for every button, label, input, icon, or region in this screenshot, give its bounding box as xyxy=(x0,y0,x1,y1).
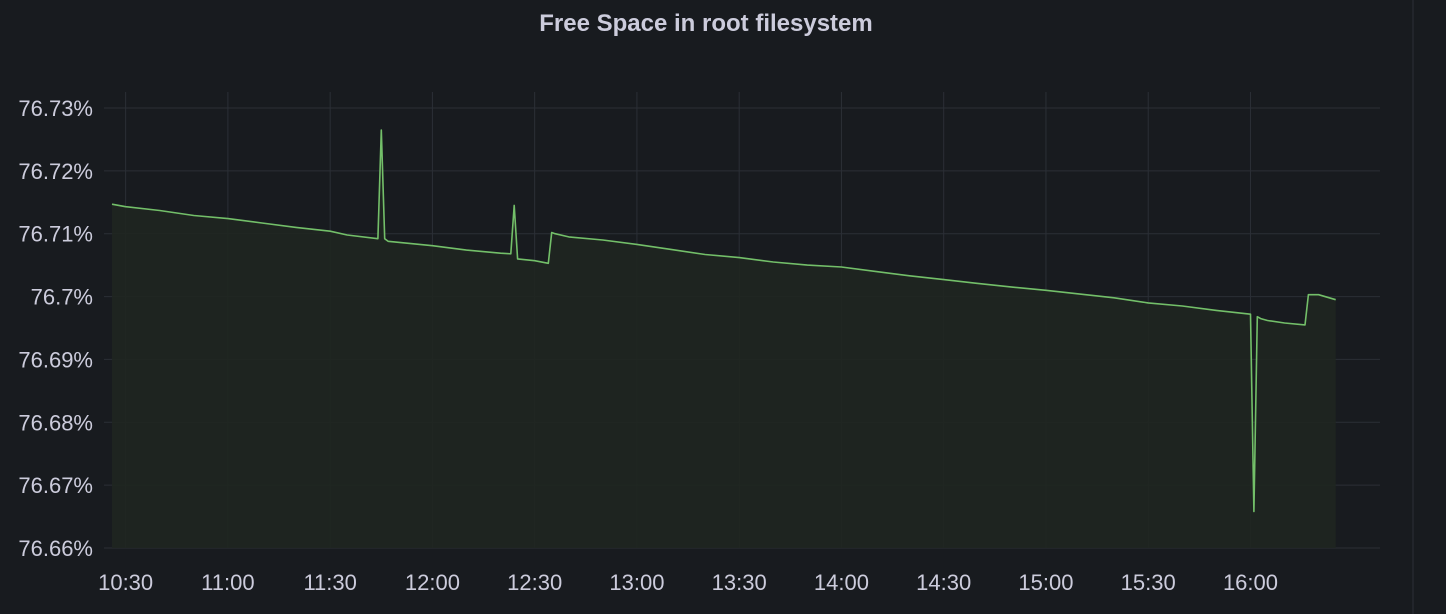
data-point xyxy=(1216,310,1218,312)
data-point xyxy=(1308,294,1310,296)
data-point xyxy=(636,244,638,246)
data-point xyxy=(111,203,113,205)
y-tick-label: 76.71% xyxy=(18,222,93,247)
x-tick-label: 16:00 xyxy=(1223,570,1278,595)
panel-divider xyxy=(1412,0,1414,614)
data-point xyxy=(517,258,519,260)
data-point xyxy=(513,205,515,207)
data-point xyxy=(943,279,945,281)
data-point xyxy=(432,245,434,247)
y-tick-label: 76.68% xyxy=(18,410,93,435)
data-point xyxy=(377,238,379,240)
data-point xyxy=(670,249,672,251)
y-tick-label: 76.72% xyxy=(18,159,93,184)
data-point xyxy=(1113,297,1115,299)
x-tick-label: 15:00 xyxy=(1018,570,1073,595)
data-point xyxy=(384,238,386,240)
y-tick-label: 76.7% xyxy=(31,285,93,310)
data-point xyxy=(704,254,706,256)
data-point xyxy=(1253,511,1255,513)
series-area xyxy=(112,130,1336,548)
data-point xyxy=(387,240,389,242)
data-point xyxy=(602,239,604,241)
data-point xyxy=(227,218,229,220)
x-tick-label: 14:00 xyxy=(814,570,869,595)
data-point xyxy=(534,260,536,262)
data-point xyxy=(1284,322,1286,324)
panel-title[interactable]: Free Space in root filesystem xyxy=(539,10,873,37)
data-point xyxy=(807,264,809,266)
data-point xyxy=(1256,316,1258,318)
data-point xyxy=(977,283,979,285)
data-point xyxy=(500,252,502,254)
x-tick-label: 13:00 xyxy=(609,570,664,595)
x-tick-label: 15:30 xyxy=(1121,570,1176,595)
y-tick-label: 76.73% xyxy=(18,96,93,121)
data-point xyxy=(159,210,161,212)
x-tick-label: 12:30 xyxy=(507,570,562,595)
data-point xyxy=(551,232,553,234)
data-point xyxy=(1260,318,1262,320)
data-point xyxy=(1304,324,1306,326)
data-point xyxy=(193,215,195,217)
data-point xyxy=(466,249,468,251)
data-point xyxy=(261,222,263,224)
x-tick-label: 14:30 xyxy=(916,570,971,595)
data-point xyxy=(548,262,550,264)
x-tick-label: 12:00 xyxy=(405,570,460,595)
data-point xyxy=(875,271,877,273)
data-point xyxy=(1079,293,1081,295)
data-point xyxy=(1011,286,1013,288)
data-point xyxy=(909,275,911,277)
x-tick-label: 11:30 xyxy=(303,570,356,595)
y-tick-label: 76.69% xyxy=(18,347,93,372)
y-tick-label: 76.66% xyxy=(18,536,93,561)
x-tick-label: 11:00 xyxy=(201,570,254,595)
data-point xyxy=(1318,294,1320,296)
data-point xyxy=(568,236,570,238)
y-tick-label: 76.67% xyxy=(18,473,93,498)
data-point xyxy=(1250,313,1252,315)
data-point xyxy=(346,234,348,236)
data-point xyxy=(554,233,556,235)
data-point xyxy=(1045,289,1047,291)
data-point xyxy=(329,230,331,232)
data-point xyxy=(772,261,774,263)
data-point xyxy=(125,206,127,208)
data-point xyxy=(1182,305,1184,307)
x-tick-label: 13:30 xyxy=(712,570,767,595)
series-line xyxy=(111,129,1336,513)
data-point xyxy=(295,227,297,229)
data-point xyxy=(380,129,382,131)
x-tick-label: 10:30 xyxy=(98,570,153,595)
data-point xyxy=(1147,302,1149,304)
data-point xyxy=(841,266,843,268)
data-point xyxy=(510,253,512,255)
data-point xyxy=(1335,299,1337,301)
data-point xyxy=(738,257,740,259)
data-point xyxy=(1267,320,1269,322)
